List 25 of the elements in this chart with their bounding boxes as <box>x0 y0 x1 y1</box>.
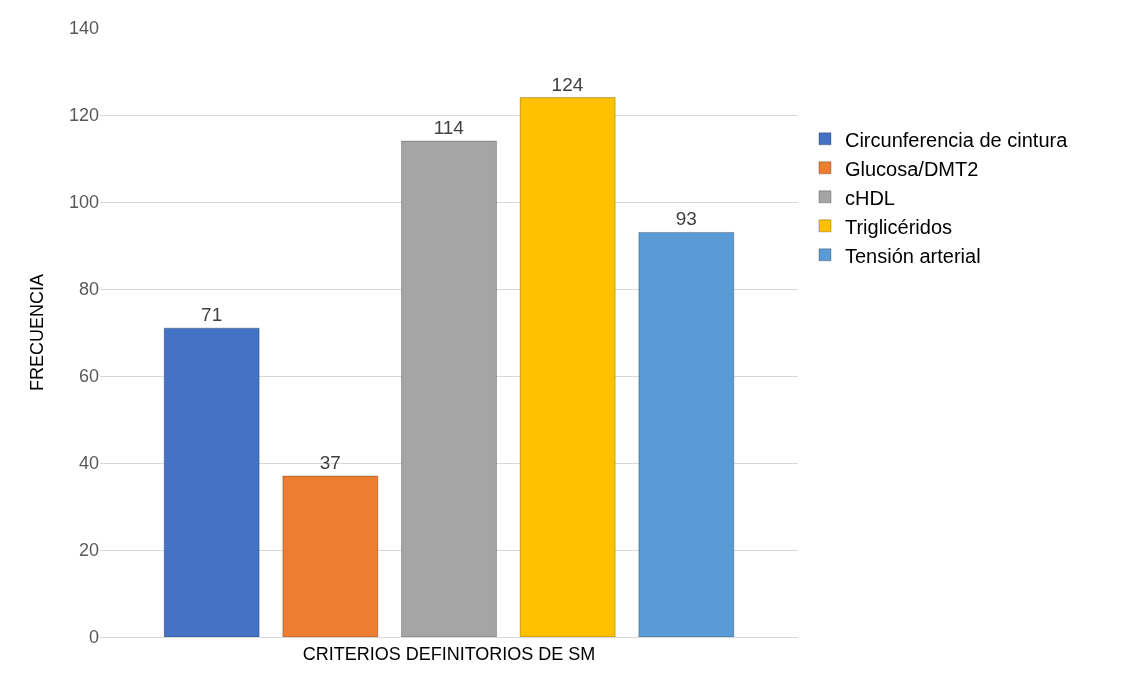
legend-label: Tensión arterial <box>844 244 981 267</box>
y-tick-label: 40 <box>78 453 99 474</box>
y-axis-title: FRECUENCIA <box>27 273 48 392</box>
y-tick-label: 0 <box>88 627 99 648</box>
x-tick-label: CRITERIOS DEFINITORIOS DE SM <box>302 643 596 664</box>
bar <box>401 140 497 637</box>
data-label: 124 <box>551 73 584 95</box>
legend-label: Circunferencia de cintura <box>844 128 1069 151</box>
y-tick-label: 120 <box>68 105 99 126</box>
bar <box>638 231 735 637</box>
bar <box>519 97 616 637</box>
bar <box>163 327 260 637</box>
y-tick-label: 80 <box>78 279 99 300</box>
data-label: 37 <box>319 452 341 474</box>
y-tick-label: 60 <box>78 366 99 387</box>
data-label: 114 <box>433 117 465 139</box>
y-tick-label: 100 <box>68 192 99 213</box>
y-tick-label: 140 <box>68 18 99 39</box>
bar <box>282 475 379 637</box>
data-label: 71 <box>201 304 223 326</box>
legend-label: Glucosa/DMT2 <box>844 157 979 180</box>
y-tick-label: 20 <box>78 540 99 561</box>
data-label: 93 <box>675 208 697 230</box>
legend-label: cHDL <box>844 186 895 209</box>
legend-label: Triglicéridos <box>844 215 953 238</box>
